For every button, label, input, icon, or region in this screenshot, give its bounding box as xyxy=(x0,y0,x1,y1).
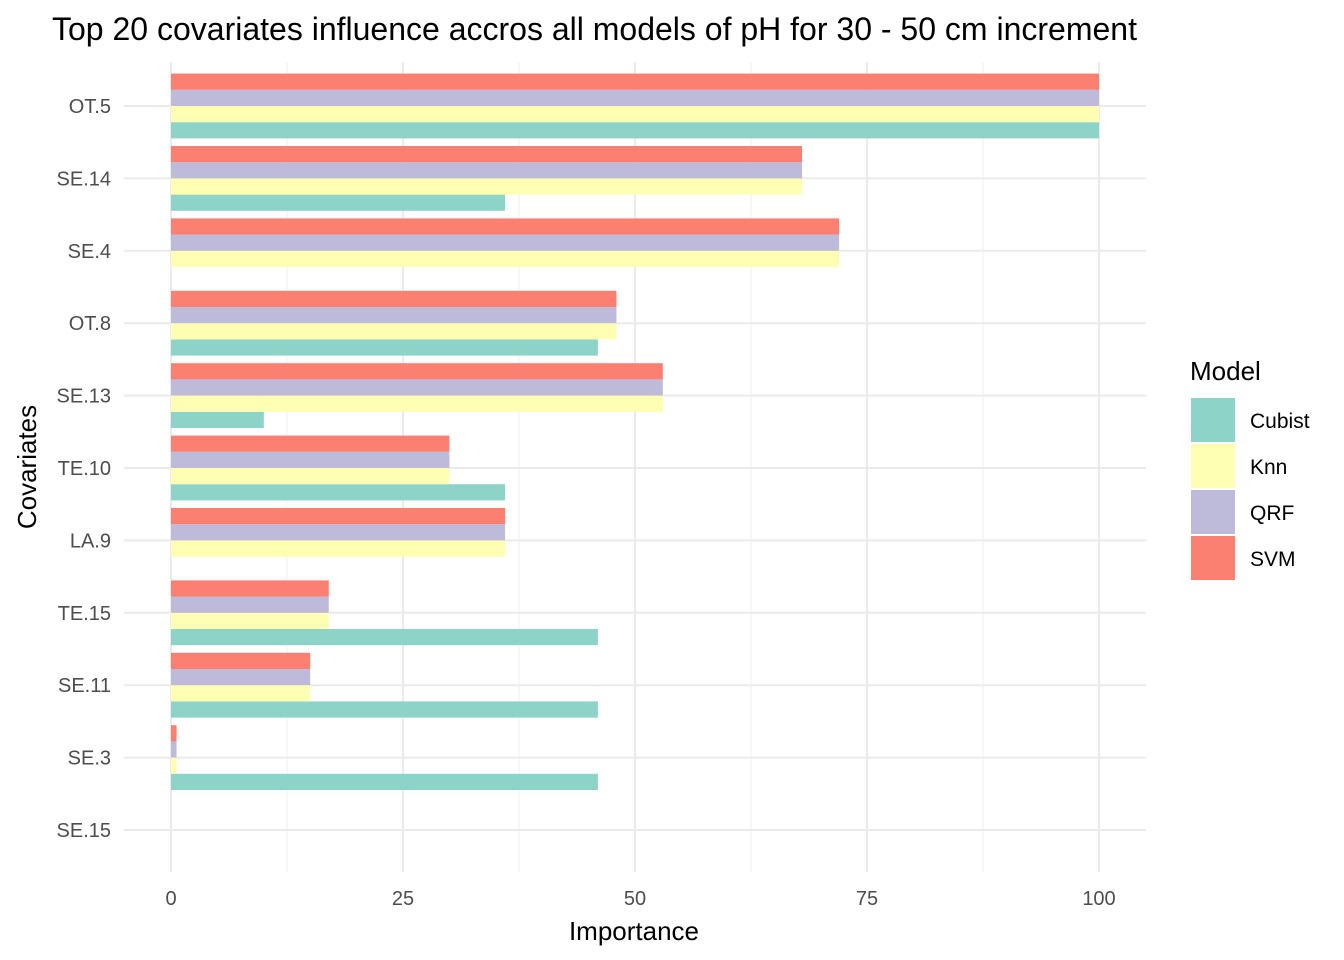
y-tick-label: SE.14 xyxy=(57,168,111,190)
legend-title: Model xyxy=(1190,356,1261,386)
bar-knn-se-4 xyxy=(171,250,840,267)
bar-svm-te-15 xyxy=(171,580,329,597)
bar-knn-te-10 xyxy=(171,468,450,485)
x-tick-labels: 0 25 50 75 100 xyxy=(165,888,1115,910)
y-tick-labels: OT.5 SE.14 SE.4 OT.8 SE.13 TE.10 LA.9 TE.15 SE.1… xyxy=(57,96,111,842)
bar-cubist-se-13 xyxy=(171,411,264,428)
bar-qrf-ot-8 xyxy=(171,307,617,324)
bar-qrf-te-15 xyxy=(171,596,329,613)
bar-knn-se-14 xyxy=(171,178,803,195)
bar-qrf-ot-5 xyxy=(171,89,1099,106)
bars xyxy=(171,73,1099,790)
legend-key-svm xyxy=(1191,536,1235,580)
bar-cubist-te-10 xyxy=(171,484,506,501)
legend-key-qrf xyxy=(1191,490,1235,534)
bar-svm-se-4 xyxy=(171,218,840,235)
legend-label-knn: Knn xyxy=(1250,456,1287,479)
legend-label-cubist: Cubist xyxy=(1250,410,1310,433)
bar-knn-se-13 xyxy=(171,395,663,412)
legend-key-knn xyxy=(1191,444,1235,488)
bar-svm-ot-8 xyxy=(171,290,617,307)
bar-knn-ot-5 xyxy=(171,106,1099,123)
y-tick-label: OT.8 xyxy=(69,313,111,335)
bar-qrf-se-3 xyxy=(171,741,177,758)
y-tick-label: TE.10 xyxy=(58,458,111,480)
bar-svm-se-3 xyxy=(171,725,177,742)
x-tick-label: 50 xyxy=(624,888,646,910)
legend-key-cubist xyxy=(1191,398,1235,442)
y-tick-label: OT.5 xyxy=(69,96,111,118)
y-tick-label: SE.11 xyxy=(58,675,111,697)
bar-qrf-se-4 xyxy=(171,234,840,251)
bar-knn-se-3 xyxy=(171,757,177,774)
x-tick-label: 100 xyxy=(1082,888,1115,910)
bar-svm-te-10 xyxy=(171,435,450,452)
bar-qrf-se-13 xyxy=(171,379,663,396)
bar-cubist-ot-5 xyxy=(171,122,1099,139)
bar-cubist-se-3 xyxy=(171,773,598,790)
bar-svm-se-11 xyxy=(171,652,311,669)
bar-qrf-se-11 xyxy=(171,669,311,686)
bar-qrf-la-9 xyxy=(171,524,506,541)
bar-svm-la-9 xyxy=(171,508,506,525)
bar-cubist-ot-8 xyxy=(171,339,598,356)
bar-knn-la-9 xyxy=(171,540,506,557)
bar-svm-se-13 xyxy=(171,363,663,380)
chart-title: Top 20 covariates influence accros all m… xyxy=(52,11,1137,47)
bar-knn-se-11 xyxy=(171,685,311,702)
y-axis-title: Covariates xyxy=(12,405,42,529)
x-tick-label: 0 xyxy=(165,888,176,910)
x-tick-label: 25 xyxy=(392,888,414,910)
y-tick-label: SE.15 xyxy=(57,820,111,842)
y-tick-label: TE.15 xyxy=(58,603,111,625)
bar-cubist-se-11 xyxy=(171,701,598,718)
y-tick-label: SE.3 xyxy=(68,748,111,770)
legend-label-svm: SVM xyxy=(1250,548,1296,571)
bar-knn-te-15 xyxy=(171,612,329,629)
y-tick-label: SE.13 xyxy=(57,386,111,408)
x-tick-label: 75 xyxy=(856,888,878,910)
y-tick-label: LA.9 xyxy=(70,530,111,552)
y-tick-label: SE.4 xyxy=(68,241,111,263)
bar-cubist-se-14 xyxy=(171,194,506,211)
legend: Model Cubist Knn QRF SVM xyxy=(1190,356,1310,580)
legend-label-qrf: QRF xyxy=(1250,502,1294,525)
x-axis-title: Importance xyxy=(569,916,699,946)
bar-cubist-te-15 xyxy=(171,629,598,646)
bar-qrf-te-10 xyxy=(171,451,450,468)
bar-svm-se-14 xyxy=(171,146,803,163)
bar-qrf-se-14 xyxy=(171,162,803,179)
bar-knn-ot-8 xyxy=(171,323,617,340)
bar-svm-ot-5 xyxy=(171,73,1099,90)
